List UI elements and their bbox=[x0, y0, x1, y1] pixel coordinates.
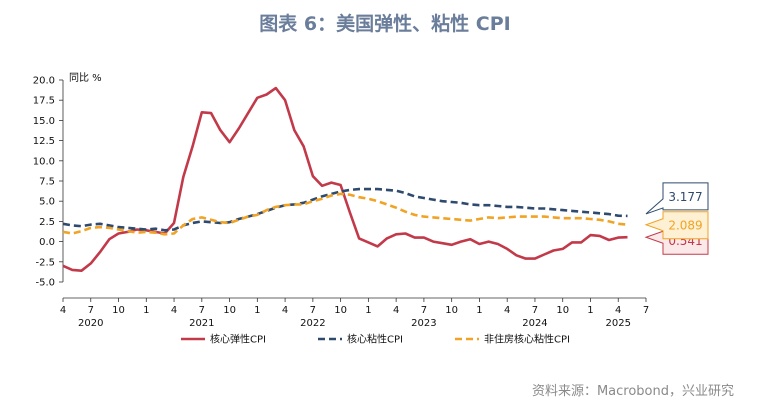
y-tick-label: 0.0 bbox=[39, 237, 55, 248]
x-tick-label: 10 bbox=[445, 305, 458, 316]
x-tick-label: 1 bbox=[143, 305, 149, 316]
x-ticks: 4 7 10 1 4 7 10 1 4 7 10 1 4 7 10 1 4 7 10 1 4 7 bbox=[60, 298, 649, 316]
x-tick-label: 7 bbox=[421, 305, 427, 316]
legend-label: 核心粘性CPI bbox=[347, 333, 403, 346]
x-tick-label: 7 bbox=[199, 305, 205, 316]
y-tick-label: 17.5 bbox=[33, 96, 55, 107]
x-tick-label: 4 bbox=[60, 305, 66, 316]
legend: 核心弹性CPI 核心粘性CPI 非住房核心粘性CPI bbox=[181, 333, 570, 346]
series-line-2 bbox=[62, 187, 628, 232]
y-tick-label: 7.5 bbox=[39, 177, 55, 188]
year-label: 2023 bbox=[411, 318, 436, 329]
year-label: 2022 bbox=[300, 318, 325, 329]
year-label: 2024 bbox=[522, 318, 547, 329]
year-label: 2020 bbox=[78, 318, 103, 329]
x-tick-label: 4 bbox=[171, 305, 177, 316]
y-ticks: 20.0 17.5 15.0 12.5 10.0 7.5 5.0 2.5 0.0 -2.5 -5.0 bbox=[33, 76, 63, 289]
x-tick-label: 4 bbox=[504, 305, 510, 316]
x-tick-label: 10 bbox=[334, 305, 347, 316]
year-labels: 2020 2021 2022 2023 2024 2025 bbox=[78, 318, 631, 329]
y-tick-label: 10.0 bbox=[33, 156, 55, 167]
x-tick-label: 4 bbox=[615, 305, 621, 316]
callout-box bbox=[645, 182, 709, 215]
x-tick-label: 7 bbox=[643, 305, 649, 316]
y-tick-label: 2.5 bbox=[39, 217, 55, 228]
x-tick-label: 4 bbox=[393, 305, 399, 316]
legend-label: 核心弹性CPI bbox=[210, 333, 266, 346]
x-tick-label: 7 bbox=[310, 305, 316, 316]
x-tick-label: 1 bbox=[365, 305, 371, 316]
x-tick-label: 7 bbox=[532, 305, 538, 316]
y-tick-label: -2.5 bbox=[35, 257, 55, 268]
y-tick-label: 20.0 bbox=[33, 76, 55, 87]
callout-value: 2.089 bbox=[668, 219, 702, 233]
y-tick-label: 5.0 bbox=[39, 197, 55, 208]
series-lines bbox=[62, 86, 628, 272]
chart-title: 图表 6：美国弹性、粘性 CPI bbox=[259, 12, 510, 35]
series-line-3 bbox=[62, 192, 628, 236]
x-tick-label: 1 bbox=[476, 305, 482, 316]
callout-box bbox=[644, 211, 709, 240]
x-tick-label: 7 bbox=[88, 305, 94, 316]
x-tick-label: 10 bbox=[112, 305, 125, 316]
x-tick-label: 10 bbox=[556, 305, 569, 316]
plot-area: 同比 % 20.0 17.5 15.0 12.5 10.0 7.5 5.0 2.5 0.0 -2.… bbox=[33, 72, 709, 329]
series-line-1 bbox=[62, 86, 628, 272]
x-tick-label: 1 bbox=[587, 305, 593, 316]
y-tick-label: 12.5 bbox=[33, 136, 55, 147]
legend-label: 非住房核心粘性CPI bbox=[484, 333, 570, 346]
y-axis-label: 同比 % bbox=[69, 72, 102, 84]
callout-value: 3.177 bbox=[668, 190, 702, 204]
y-tick-label: 15.0 bbox=[33, 116, 55, 127]
year-label: 2025 bbox=[606, 318, 631, 329]
x-tick-label: 4 bbox=[282, 305, 288, 316]
x-tick-label: 10 bbox=[223, 305, 236, 316]
x-tick-label: 1 bbox=[254, 305, 260, 316]
y-tick-label: -5.0 bbox=[35, 278, 55, 289]
year-label: 2021 bbox=[189, 318, 214, 329]
source-note: 资料来源：Macrobond，兴业研究 bbox=[532, 384, 734, 399]
